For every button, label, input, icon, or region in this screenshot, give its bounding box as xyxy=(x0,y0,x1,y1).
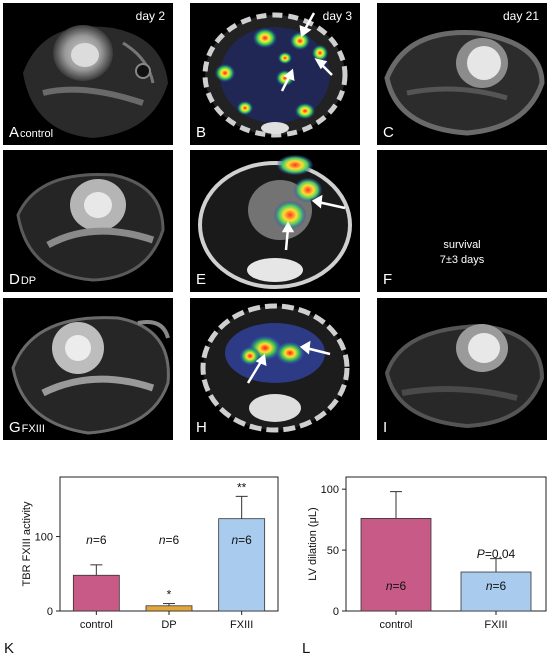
p-value-label: P=0.04 xyxy=(477,547,516,561)
panel-label: GFXIII xyxy=(9,419,45,436)
x-tick-label: control xyxy=(379,619,412,631)
bar-dp xyxy=(145,605,193,612)
panel-label: Acontrol xyxy=(9,124,54,141)
x-tick-label: FXIII xyxy=(484,619,507,631)
panel-g-mri-fxiii: GFXIII xyxy=(3,298,173,440)
panel-label: DDP xyxy=(9,271,37,288)
y-tick-label: 0 xyxy=(333,606,339,618)
panel-h-pet-fxiii: H xyxy=(190,298,360,440)
mri-image xyxy=(23,25,168,139)
panel-a-mri-control-day2: Acontrol day 2 xyxy=(3,3,173,145)
pet-ct-image xyxy=(202,12,348,138)
x-tick-label: FXIII xyxy=(230,619,253,631)
y-tick-label: 50 xyxy=(327,545,339,557)
pet-ct-image xyxy=(198,155,352,289)
bar-fxiii xyxy=(460,571,532,612)
sample-size-label: n=6 xyxy=(159,533,180,547)
y-tick-label: 0 xyxy=(47,606,53,618)
mri-image xyxy=(11,316,170,435)
plot-frame xyxy=(345,476,547,612)
mri-image xyxy=(384,30,545,136)
y-axis-label: TBR FXIII activity xyxy=(21,501,33,586)
sample-size-label: n=6 xyxy=(86,533,107,547)
day-label: day 21 xyxy=(502,9,539,23)
x-tick-label: DP xyxy=(161,619,176,631)
panel-label: I xyxy=(383,419,388,436)
bar-fxiii xyxy=(218,518,266,612)
panel-f-survival: survival 7±3 days F xyxy=(377,150,547,292)
panel-label: B xyxy=(196,124,207,141)
sample-size-label: n=6 xyxy=(231,533,252,547)
panel-label: H xyxy=(196,419,207,436)
y-tick-label: 100 xyxy=(35,532,53,544)
arrow-icons xyxy=(246,340,331,384)
significance-marker: * xyxy=(167,588,172,602)
panel-label: L xyxy=(302,640,310,657)
day-label: day 3 xyxy=(322,9,352,23)
significance-marker: ** xyxy=(237,480,247,494)
bar-control xyxy=(360,518,432,612)
panel-label: F xyxy=(383,271,393,288)
survival-text: survival 7±3 days xyxy=(439,239,485,266)
arrow-icons xyxy=(280,12,333,92)
day-label: day 2 xyxy=(135,9,165,23)
panel-label: C xyxy=(383,124,394,141)
panel-label: E xyxy=(196,271,207,288)
panel-i-mri-fxiii-day21: I xyxy=(377,298,547,440)
x-tick-label: control xyxy=(80,619,113,631)
mri-image xyxy=(384,323,545,429)
arrow-icons xyxy=(281,194,346,251)
mri-image xyxy=(16,173,165,282)
pet-ct-image xyxy=(200,303,350,433)
panel-b-pet-control-day3: B day 3 xyxy=(190,3,360,145)
panel-c-mri-control-day21: C day 21 xyxy=(377,3,547,145)
sample-size-label: n=6 xyxy=(486,579,507,593)
panel-d-mri-dp: DDP xyxy=(3,150,173,292)
panel-e-pet-dp: E xyxy=(190,150,360,292)
panel-label: K xyxy=(4,640,14,657)
y-axis-label: LV dilation (μL) xyxy=(307,507,319,580)
y-tick-label: 100 xyxy=(321,484,339,496)
sample-size-label: n=6 xyxy=(386,579,407,593)
bar-control xyxy=(72,574,120,612)
